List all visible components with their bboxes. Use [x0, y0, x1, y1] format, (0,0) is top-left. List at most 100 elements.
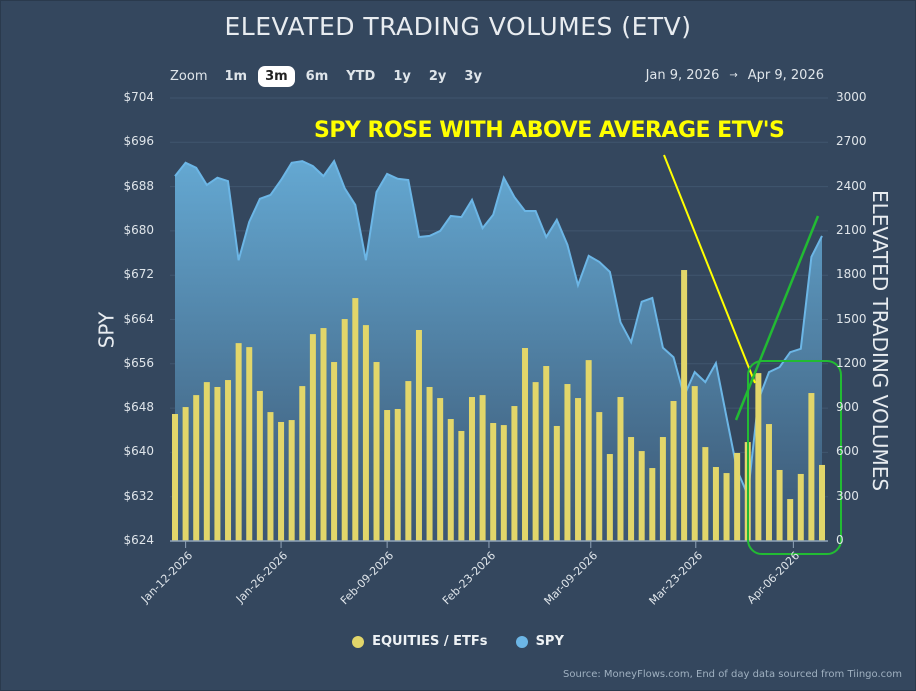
right-axis-tick: 600: [836, 444, 859, 459]
volume-bar: [808, 393, 815, 541]
right-axis-tick: 2400: [836, 178, 867, 193]
volume-bar: [564, 384, 571, 541]
left-axis-tick: $632: [123, 488, 154, 503]
volume-bar: [532, 382, 539, 541]
annotation-green-box: [747, 360, 842, 555]
equities-dot-icon: [352, 635, 365, 648]
volume-bar: [362, 325, 369, 541]
volume-bar: [617, 397, 624, 541]
annotation-yellow-arrow: [663, 154, 756, 384]
volume-bar: [278, 421, 285, 541]
volume-bar: [214, 386, 221, 541]
volume-bar: [819, 464, 825, 541]
right-axis-tick: 300: [836, 488, 859, 503]
volume-bar: [681, 270, 688, 541]
legend-label-equities: EQUITIES / ETFs: [372, 634, 488, 649]
legend-item-spy[interactable]: SPY: [515, 634, 564, 649]
annotation-green-trend-line: [734, 215, 820, 421]
left-axis-tick: $672: [123, 267, 154, 282]
volume-bar: [426, 386, 433, 541]
range-arrow-icon: →: [729, 70, 738, 81]
zoom-1y-button[interactable]: 1y: [393, 69, 411, 84]
right-axis-title: ELEVATED TRADING VOLUMES: [868, 190, 892, 492]
volume-bar: [511, 406, 518, 541]
right-axis-tick: 3000: [836, 90, 867, 104]
legend: EQUITIES / ETFs SPY: [0, 634, 916, 649]
left-axis-tick: $640: [123, 444, 154, 459]
volume-bar: [649, 468, 656, 541]
left-axis-tick: $696: [123, 134, 154, 149]
annotation-text: SPY ROSE WITH ABOVE AVERAGE ETV'S: [314, 118, 785, 143]
volume-bar: [691, 386, 698, 541]
volume-bar: [638, 451, 645, 541]
legend-label-spy: SPY: [535, 634, 564, 649]
zoom-ytd-button[interactable]: YTD: [346, 69, 376, 84]
volume-bar: [490, 423, 497, 541]
volume-bar: [702, 447, 709, 541]
volume-bar: [723, 473, 730, 541]
volume-bar: [415, 329, 422, 541]
range-from[interactable]: Jan 9, 2026: [645, 68, 720, 83]
zoom-toolbar: Zoom 1m 3m 6m YTD 1y 2y 3y: [170, 66, 489, 87]
volume-bar: [373, 362, 380, 541]
zoom-6m-button[interactable]: 6m: [305, 69, 329, 84]
right-axis-tick: 1800: [836, 267, 867, 282]
volume-bar: [437, 398, 444, 541]
zoom-1m-button[interactable]: 1m: [224, 69, 248, 84]
date-range: Jan 9, 2026 → Apr 9, 2026: [646, 68, 824, 84]
volume-bar: [182, 407, 189, 541]
volume-bar: [331, 362, 338, 541]
volume-bar: [320, 328, 327, 541]
volume-bar: [288, 420, 295, 541]
volume-bar: [670, 401, 677, 541]
source-note: Source: MoneyFlows.com, End of day data …: [563, 669, 902, 680]
volume-bar: [596, 412, 603, 541]
volume-bar: [522, 347, 529, 541]
spy-line: [174, 159, 823, 499]
volume-bar: [755, 373, 762, 541]
right-axis-tick: 2100: [836, 222, 867, 237]
volume-bar: [553, 425, 560, 541]
left-axis-tick: $624: [123, 533, 154, 547]
volume-bar: [203, 382, 210, 541]
volume-bar: [405, 381, 412, 541]
volume-bar: [628, 437, 635, 541]
volume-bar: [765, 424, 772, 541]
left-axis-tick: $664: [123, 311, 154, 326]
left-axis-tick: $680: [123, 222, 154, 237]
volume-bar: [734, 452, 741, 541]
volume-bar: [575, 398, 582, 541]
zoom-3m-button[interactable]: 3m: [258, 66, 295, 87]
volume-bar: [172, 414, 178, 541]
volume-bar: [394, 408, 401, 541]
volume-bar: [500, 425, 507, 541]
volume-bar: [256, 390, 263, 541]
volume-bar: [585, 360, 592, 541]
volume-bar: [543, 366, 550, 541]
zoom-2y-button[interactable]: 2y: [428, 69, 447, 84]
volume-bar: [458, 430, 465, 541]
annotation-marks: [663, 154, 842, 555]
right-axis-tick: 900: [836, 400, 859, 415]
legend-item-equities[interactable]: EQUITIES / ETFs: [352, 634, 488, 649]
volume-bar: [384, 410, 391, 541]
left-axis-tick: $656: [123, 355, 154, 370]
right-axis-tick: 0: [836, 533, 844, 547]
volume-bar: [447, 419, 454, 541]
volume-bar: [787, 499, 794, 541]
left-axis-tick: $648: [123, 400, 154, 415]
right-axis-tick: 1500: [836, 311, 867, 326]
zoom-label: Zoom: [170, 69, 208, 84]
volume-bar: [193, 395, 200, 541]
volume-bar: [235, 343, 242, 541]
range-to[interactable]: Apr 9, 2026: [747, 68, 824, 83]
volume-bar: [797, 473, 804, 541]
volume-bar: [479, 395, 486, 541]
zoom-3y-button[interactable]: 3y: [464, 69, 482, 84]
volume-bar: [267, 412, 274, 541]
right-axis-tick: 1200: [836, 355, 867, 370]
volume-bar: [352, 298, 359, 541]
volume-bar: [341, 319, 348, 541]
volume-bar: [659, 437, 666, 541]
spy-dot-icon: [515, 635, 528, 648]
